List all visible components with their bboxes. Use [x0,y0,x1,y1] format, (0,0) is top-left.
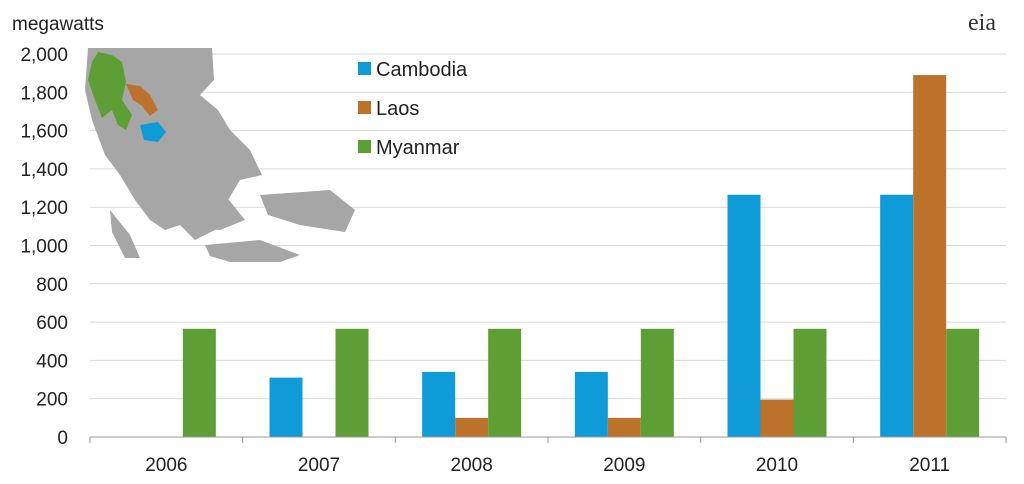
y-tick-label: 400 [36,351,68,372]
bar-laos-2011 [913,75,947,437]
y-tick-label: 1,800 [20,83,68,104]
x-tick-label: 2008 [451,455,493,476]
y-tick-label: 1,600 [20,122,68,143]
eia-logo: eia [968,10,996,36]
x-tick-label: 2010 [756,455,798,476]
bar-cambodia-2011 [880,194,914,437]
y-axis-label: megawatts [12,14,104,35]
bar-myanmar-2006 [182,328,216,437]
legend-swatch-laos [358,101,371,114]
bar-myanmar-2008 [488,328,522,437]
bar-cambodia-2010 [727,194,761,437]
bar-laos-2010 [760,399,794,437]
legend-label-cambodia: Cambodia [376,59,468,81]
y-tick-label: 1,400 [20,160,68,181]
bar-laos-2008 [455,417,489,437]
bar-cambodia-2008 [422,371,456,437]
x-tick-label: 2007 [298,455,340,476]
bar-myanmar-2010 [793,328,827,437]
x-axis-labels: 2006 2007 2008 2009 2010 2011 [145,455,950,476]
legend: Cambodia Laos Myanmar [358,59,468,159]
y-tick-label: 200 [36,390,68,411]
bar-myanmar-2009 [640,328,674,437]
y-axis-ticks: 0 200 400 600 800 1,000 1,200 1,400 1,600 1,800 2,… [20,45,68,449]
x-tick-label: 2006 [145,455,187,476]
y-tick-label: 1,000 [20,237,68,258]
legend-label-laos: Laos [376,98,419,120]
x-tick-label: 2011 [909,455,950,476]
y-tick-label: 600 [36,313,68,334]
y-tick-label: 2,000 [20,45,68,66]
legend-swatch-cambodia [358,62,371,75]
bar-cambodia-2009 [574,371,608,437]
bar-cambodia-2007 [269,377,303,437]
bars [182,75,980,437]
y-tick-label: 1,200 [20,198,68,219]
bar-myanmar-2011 [946,328,980,437]
bar-laos-2009 [607,417,641,437]
legend-swatch-myanmar [358,140,371,153]
y-tick-label: 800 [36,275,68,296]
x-axis-ticks [89,437,1007,443]
y-tick-label: 0 [57,428,68,449]
bar-myanmar-2007 [335,328,369,437]
x-tick-label: 2009 [603,455,645,476]
southeast-asia-map [85,48,355,262]
legend-label-myanmar: Myanmar [376,137,460,159]
